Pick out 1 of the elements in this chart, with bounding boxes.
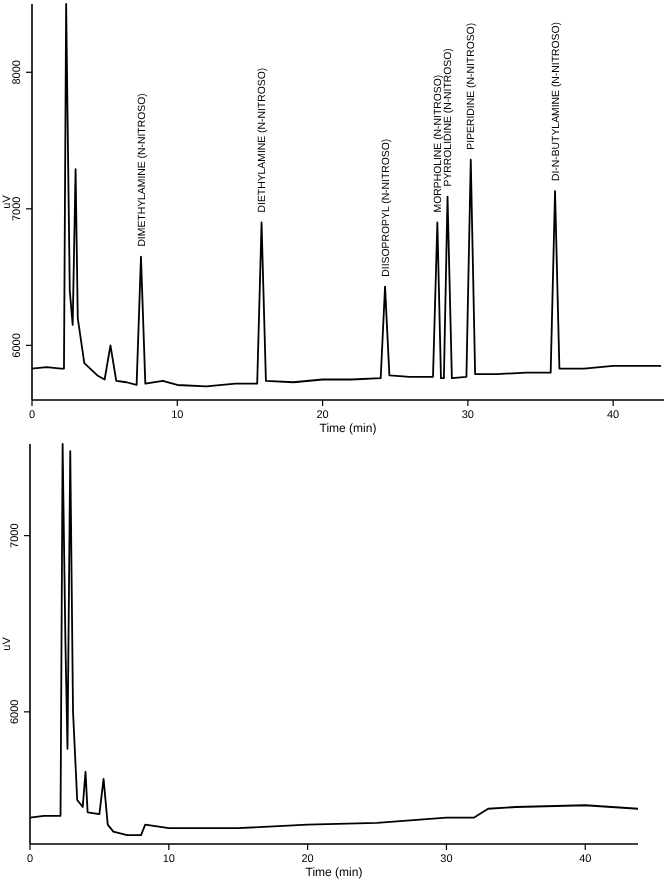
line-series — [29, 443, 639, 837]
